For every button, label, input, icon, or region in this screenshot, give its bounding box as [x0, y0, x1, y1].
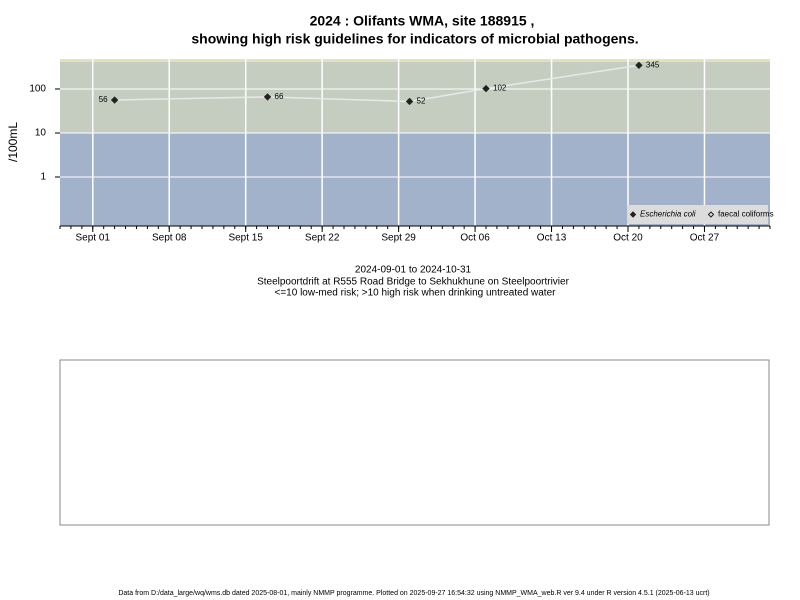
data-label: 345	[646, 60, 660, 69]
legend-label: faecal coliforms	[718, 210, 774, 219]
subtitle: <=10 low-med risk; >10 high risk when dr…	[275, 288, 557, 299]
x-tick-label: Sept 15	[228, 233, 263, 244]
high-risk-band	[60, 59, 770, 133]
legend-marker	[629, 211, 637, 218]
legend-label: Escherichia coli	[640, 210, 696, 219]
x-tick-label: Sept 29	[381, 233, 416, 244]
y-tick-label: 1	[40, 172, 46, 183]
y-tick-label: 100	[29, 84, 46, 95]
x-tick-label: Oct 13	[537, 233, 567, 244]
data-point	[635, 61, 643, 70]
data-label: 102	[493, 84, 507, 93]
data-label: 66	[275, 92, 284, 101]
x-tick-label: Oct 27	[690, 233, 720, 244]
data-point	[405, 97, 414, 106]
top-strip	[60, 59, 770, 62]
data-point	[263, 93, 272, 101]
chart-title: 2024 : Olifants WMA, site 188915 ,	[310, 13, 535, 29]
x-tick-label: Oct 06	[460, 233, 490, 244]
footer: Data from D:/data_large/wq/wms.db dated …	[118, 590, 709, 597]
empty-panel	[59, 359, 770, 526]
data-point	[482, 84, 490, 93]
data-label: 52	[417, 97, 426, 106]
x-tick-label: Sept 01	[76, 233, 111, 244]
x-tick-label: Sept 22	[305, 233, 340, 244]
data-point	[110, 96, 119, 104]
y-tick-label: 10	[35, 128, 47, 139]
subtitle: Steelpoortdrift at R555 Road Bridge to S…	[257, 277, 570, 288]
data-label: 56	[99, 95, 108, 104]
x-tick-label: Sept 08	[152, 233, 187, 244]
legend-marker	[707, 211, 715, 218]
legend-box	[627, 205, 768, 224]
subtitle: 2024-09-01 to 2024-10-31	[355, 265, 472, 276]
chart-title: showing high risk guidelines for indicat…	[191, 31, 638, 47]
x-tick-label: Oct 20	[613, 233, 643, 244]
y-axis-label: /100mL	[6, 122, 20, 162]
